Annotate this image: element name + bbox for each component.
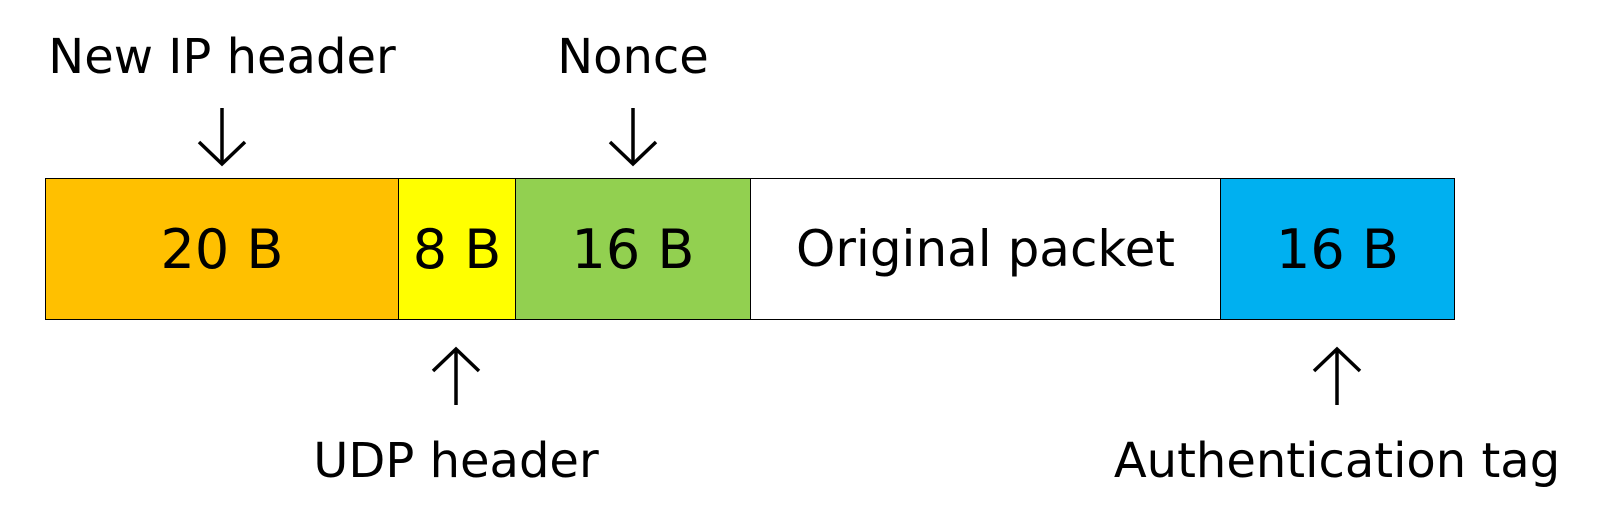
arrow-up-icon bbox=[1312, 346, 1362, 405]
udp-header-label: UDP header bbox=[313, 433, 599, 489]
authentication-tag-label: Authentication tag bbox=[1113, 433, 1561, 489]
arrow-down-icon bbox=[197, 108, 247, 167]
segment-udp-header-size: 8 B bbox=[412, 217, 502, 281]
segment-original-packet-label: Original packet bbox=[796, 220, 1175, 278]
segment-nonce-size: 16 B bbox=[571, 217, 695, 281]
segment-ip-header-size: 20 B bbox=[160, 217, 284, 281]
new-ip-header-label: New IP header bbox=[48, 29, 396, 85]
segment-original-packet: Original packet bbox=[751, 179, 1221, 319]
arrow-down-icon bbox=[608, 108, 658, 167]
segment-nonce: 16 B bbox=[516, 179, 751, 319]
nonce-label: Nonce bbox=[557, 29, 709, 85]
arrow-up-icon bbox=[431, 346, 481, 405]
segment-ip-header: 20 B bbox=[46, 179, 399, 319]
segment-udp-header: 8 B bbox=[399, 179, 516, 319]
segment-auth-tag-size: 16 B bbox=[1276, 217, 1399, 281]
segment-auth-tag: 16 B bbox=[1221, 179, 1454, 319]
packet-bar: 20 B 8 B 16 B Original packet 16 B bbox=[45, 178, 1455, 320]
